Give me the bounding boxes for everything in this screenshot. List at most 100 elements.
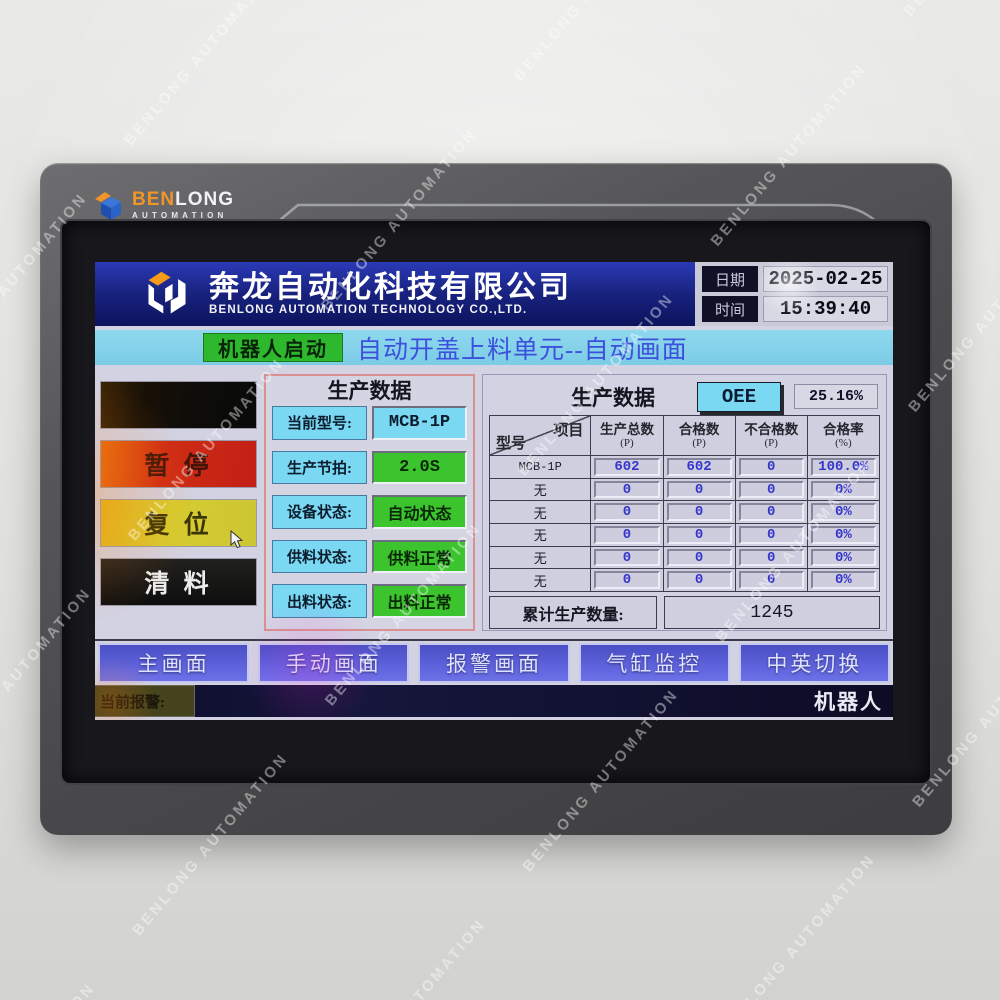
corner-model-label: 型号 — [496, 436, 527, 452]
cycle-time-value: 2.0S — [372, 450, 467, 485]
table-row-model: 无 — [490, 501, 592, 525]
main-area: 暂 停 复 位 清 料 生产数据 当前型号: MCB-1P 生产节拍: 2.0S — [95, 365, 893, 639]
table-cell: 0% — [807, 501, 880, 525]
discharge-status-value: 出料正常 — [372, 584, 467, 618]
production-row-feed: 供料状态: 供料正常 — [272, 539, 467, 574]
date-row: 日期 2025-02-25 — [702, 266, 888, 292]
feed-status-value: 供料正常 — [372, 539, 467, 574]
corner-item-label: 项目 — [553, 423, 584, 439]
lcd-screen: 奔龙自动化科技有限公司 BENLONG AUTOMATION TECHNOLOG… — [95, 262, 893, 720]
table-cell: 0 — [735, 546, 808, 570]
table-cell: 0% — [807, 524, 880, 547]
bezel-brand-logo: BENLONG AUTOMATION — [92, 189, 234, 221]
production-panel-title: 生产数据 — [327, 379, 412, 403]
col-header-total: 生产总数 (P) — [591, 416, 664, 456]
screen-glass: 奔龙自动化科技有限公司 BENLONG AUTOMATION TECHNOLOG… — [60, 219, 932, 785]
time-label: 时间 — [702, 296, 758, 322]
hmi-panel-bezel: BENLONG AUTOMATION 奔龙自动化科技有限公司 BENLON — [40, 163, 952, 835]
feed-status-label: 供料状态: — [272, 539, 367, 574]
table-cell: 0 — [591, 569, 664, 593]
bezel-brand-text: BENLONG AUTOMATION — [132, 190, 234, 220]
production-row-cycle: 生产节拍: 2.0S — [272, 450, 467, 485]
left-button-column: 暂 停 复 位 清 料 — [100, 374, 257, 631]
table-cell: 0 — [663, 478, 736, 502]
table-row-model: 无 — [490, 524, 592, 547]
stats-panel-title: 生产数据 — [571, 385, 655, 410]
company-banner: 奔龙自动化科技有限公司 BENLONG AUTOMATION TECHNOLOG… — [95, 262, 695, 326]
table-cell: 0% — [807, 478, 880, 502]
table-cell: 0 — [663, 569, 736, 593]
cycle-time-label: 生产节拍: — [272, 450, 367, 485]
nav-main-screen-button[interactable]: 主画面 — [98, 643, 250, 683]
table-cell: 0 — [735, 456, 808, 479]
stats-panel: 生产数据 OEE 25.16% 项目 型号 生产总数 (P) — [482, 374, 887, 631]
page-title: 自动开盖上料单元--自动画面 — [357, 336, 688, 364]
table-corner-cell: 项目 型号 — [490, 416, 592, 456]
table-row-model: 无 — [490, 569, 592, 593]
production-data-panel: 生产数据 当前型号: MCB-1P 生产节拍: 2.0S 设备状态: 自动状态 — [264, 374, 475, 631]
table-cell: 100.0% — [807, 456, 880, 479]
oee-button[interactable]: OEE — [697, 381, 781, 412]
current-alarm-label: 当前报警: — [95, 685, 195, 717]
table-row-model: 无 — [490, 546, 592, 570]
screen-header: 奔龙自动化科技有限公司 BENLONG AUTOMATION TECHNOLOG… — [95, 262, 893, 326]
table-row-model: MCB-1P — [490, 456, 592, 479]
time-value: 15:39:40 — [763, 296, 888, 322]
table-cell: 0 — [663, 501, 736, 525]
production-row-device: 设备状态: 自动状态 — [272, 495, 467, 529]
table-cell: 0 — [663, 546, 736, 570]
nav-language-toggle-button[interactable]: 中英切换 — [738, 643, 891, 683]
table-cell: 0 — [591, 524, 664, 547]
benlong-cube-icon — [95, 192, 121, 220]
bezel-brand-ben: BEN — [132, 189, 176, 210]
date-value: 2025-02-25 — [763, 266, 888, 292]
table-cell: 0 — [591, 478, 664, 502]
cumulative-label: 累计生产数量: — [489, 596, 657, 630]
table-cell: 0 — [591, 546, 664, 570]
company-logo-icon — [148, 271, 186, 314]
table-cell: 0 — [663, 524, 736, 547]
discharge-status-label: 出料状态: — [272, 584, 367, 618]
device-status-label: 设备状态: — [272, 495, 367, 529]
table-cell: 0 — [735, 478, 808, 502]
production-row-model: 当前型号: MCB-1P — [272, 406, 467, 440]
stats-title-row: 生产数据 OEE 25.16% — [489, 378, 880, 415]
col-header-fail: 不合格数 (P) — [735, 416, 808, 456]
nav-cylinder-monitor-button[interactable]: 气缸监控 — [578, 643, 730, 683]
reset-button[interactable]: 复 位 — [100, 499, 257, 547]
bezel-brand-sub: AUTOMATION — [132, 211, 228, 220]
cumulative-row: 累计生产数量: 1245 — [489, 596, 880, 630]
col-header-pass: 合格数 (P) — [663, 416, 736, 456]
datetime-block: 日期 2025-02-25 时间 15:39:40 — [695, 262, 893, 326]
date-label: 日期 — [702, 266, 758, 292]
company-name-en: BENLONG AUTOMATION TECHNOLOGY CO.,LTD. — [209, 304, 528, 316]
clear-material-button[interactable]: 清 料 — [100, 558, 257, 606]
robot-start-button[interactable]: 机器人启动 — [203, 333, 343, 362]
table-cell: 0 — [735, 569, 808, 593]
start-button-dark[interactable] — [100, 381, 257, 429]
table-cell: 0% — [807, 569, 880, 593]
device-status-value: 自动状态 — [372, 495, 467, 529]
current-model-value: MCB-1P — [372, 406, 467, 440]
nav-manual-screen-button[interactable]: 手动画面 — [258, 643, 410, 683]
title-bar: 机器人启动 自动开盖上料单元--自动画面 — [95, 330, 893, 365]
current-model-label: 当前型号: — [272, 406, 367, 440]
pause-button[interactable]: 暂 停 — [100, 440, 257, 488]
table-cell: 0 — [591, 501, 664, 525]
table-cell: 0 — [735, 524, 808, 547]
status-bar: 当前报警: 机器人 — [95, 685, 893, 717]
table-cell: 602 — [663, 456, 736, 479]
oee-value: 25.16% — [794, 384, 878, 409]
company-name-block: 奔龙自动化科技有限公司 BENLONG AUTOMATION TECHNOLOG… — [209, 271, 572, 317]
table-row-model: 无 — [490, 478, 592, 502]
time-row: 时间 15:39:40 — [702, 296, 888, 322]
table-cell: 0 — [735, 501, 808, 525]
table-cell: 602 — [591, 456, 664, 479]
nav-bar: 主画面 手动画面 报警画面 气缸监控 中英切换 — [95, 639, 893, 685]
nav-alarm-screen-button[interactable]: 报警画面 — [418, 643, 570, 683]
table-cell: 0% — [807, 546, 880, 570]
cumulative-value: 1245 — [664, 596, 880, 630]
stats-table: 项目 型号 生产总数 (P) 合格数 (P) 不合格数 — [489, 415, 880, 593]
company-name-cn: 奔龙自动化科技有限公司 — [209, 271, 572, 304]
production-row-discharge: 出料状态: 出料正常 — [272, 584, 467, 618]
